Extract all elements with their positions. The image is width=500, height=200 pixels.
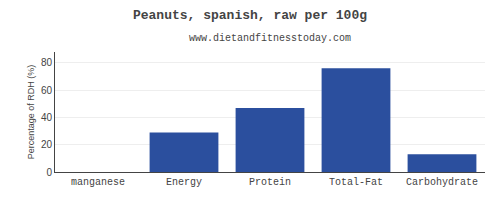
svg-text:0: 0 <box>46 167 52 178</box>
svg-text:Peanuts, spanish, raw per 100g: Peanuts, spanish, raw per 100g <box>133 8 367 23</box>
svg-text:Percentage of RDH (%): Percentage of RDH (%) <box>26 65 36 160</box>
svg-text:Total-Fat: Total-Fat <box>329 177 383 188</box>
svg-text:20: 20 <box>41 139 53 150</box>
svg-text:Protein: Protein <box>249 177 291 188</box>
svg-text:80: 80 <box>41 57 53 68</box>
svg-text:manganese: manganese <box>71 177 125 188</box>
svg-text:60: 60 <box>41 85 53 96</box>
svg-text:40: 40 <box>41 112 53 123</box>
svg-text:www.dietandfitnesstoday.com: www.dietandfitnesstoday.com <box>189 33 351 44</box>
svg-text:Carbohydrate: Carbohydrate <box>406 177 478 188</box>
svg-text:Energy: Energy <box>166 177 202 188</box>
